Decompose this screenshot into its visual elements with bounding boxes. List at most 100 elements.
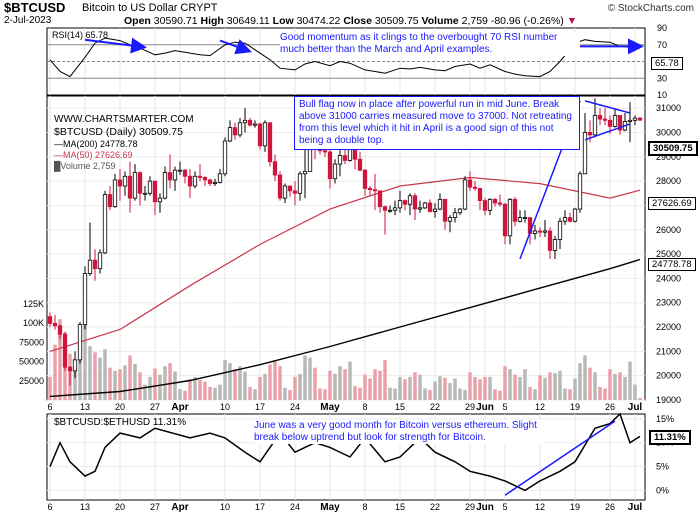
x-tick-label: 5	[502, 402, 507, 412]
candle-body	[607, 119, 613, 127]
price-tick-label: 22000	[656, 322, 681, 332]
price-tick-label: 21000	[656, 346, 681, 356]
volume-bar	[313, 367, 317, 400]
volume-bar	[368, 378, 372, 400]
x-tick-label: 6	[47, 502, 52, 512]
candle-body	[132, 172, 138, 199]
x-tick-label: 26	[605, 402, 615, 412]
candle-body	[582, 132, 588, 175]
candle-body	[542, 230, 548, 233]
ratio-legend: $BTCUSD:$ETHUSD 11.31%	[54, 417, 187, 428]
volume-bar	[173, 371, 177, 400]
candle-body	[492, 198, 498, 204]
volume-bar	[588, 367, 592, 400]
price-tick-label: 26000	[656, 225, 681, 235]
candle-body	[227, 127, 233, 142]
volume-bar	[153, 368, 157, 400]
candle-body	[217, 173, 223, 183]
volume-bar	[53, 344, 57, 400]
rsi-tick-label: 30	[657, 73, 667, 83]
candle-body	[162, 172, 168, 199]
price-legend-title: $BTCUSD (Daily) 30509.75	[54, 126, 183, 138]
volume-bar	[228, 363, 232, 400]
candle-body	[462, 179, 468, 210]
volume-bar	[208, 386, 212, 400]
volume-bar	[523, 369, 527, 400]
ratio-annotation: June was a very good month for Bitcoin v…	[254, 420, 544, 444]
price-tick-label: 25000	[656, 249, 681, 259]
volume-bar	[338, 366, 342, 400]
volume-bar	[253, 389, 257, 400]
candle-body	[147, 180, 153, 194]
volume-bar	[548, 372, 552, 400]
rsi-value-tag: 65.78	[651, 57, 683, 70]
volume-bar	[278, 366, 282, 400]
volume-bar	[303, 355, 307, 400]
volume-bar	[558, 370, 562, 400]
volume-bar	[133, 363, 137, 400]
x-tick-label: 12	[535, 502, 545, 512]
candle-body	[287, 185, 293, 192]
volume-bar	[328, 370, 332, 400]
volume-bar	[238, 366, 242, 400]
volume-bar	[473, 376, 477, 400]
price-tick-label: 24000	[656, 273, 681, 283]
volume-bar	[298, 373, 302, 400]
low-label: Low	[272, 15, 294, 27]
x-tick-label: 15	[395, 402, 405, 412]
candle-body	[627, 119, 633, 122]
volume-bar	[543, 377, 547, 400]
x-tick-label: 12	[535, 402, 545, 412]
volume-bar	[428, 390, 432, 400]
volume-bar	[413, 372, 417, 400]
ma50-legend: —MA(50) 27626.69	[54, 150, 133, 160]
close-value: 30509.75	[374, 15, 419, 27]
candle-body	[552, 239, 558, 251]
volume-bar	[203, 381, 207, 400]
candle-body	[257, 123, 263, 147]
candle-body	[447, 217, 453, 222]
candle-body	[107, 194, 113, 208]
open-label: Open	[124, 15, 151, 27]
candle-body	[322, 150, 328, 153]
candle-body	[82, 273, 88, 326]
volume-bar	[108, 367, 112, 400]
open-value: 30590.71	[153, 15, 198, 27]
volume-bar	[163, 366, 167, 400]
volume-bar	[638, 397, 642, 400]
rsi-tick-label: 70	[657, 40, 667, 50]
x-tick-label: 20	[115, 402, 125, 412]
candle-body	[327, 151, 333, 180]
candle-body	[142, 192, 148, 195]
candle-body	[397, 200, 403, 209]
candle-body	[177, 169, 183, 172]
candle-body	[197, 175, 203, 178]
x-tick-label: 19	[570, 502, 580, 512]
candle-body	[572, 208, 578, 222]
high-value: 30649.11	[226, 15, 270, 27]
volume-bar	[168, 363, 172, 400]
candle-body	[407, 195, 413, 205]
candle-body	[412, 195, 418, 210]
candle-body	[382, 206, 388, 211]
volume-bar	[398, 376, 402, 400]
volume-bar	[623, 376, 627, 400]
volume-bar	[393, 388, 397, 400]
volume-bar	[143, 384, 147, 400]
candle-body	[557, 220, 563, 240]
candle-body	[242, 119, 248, 124]
candle-body	[367, 188, 373, 191]
x-tick-label: 19	[570, 402, 580, 412]
candle-body	[377, 190, 383, 208]
rsi-tick-label: 90	[657, 23, 667, 33]
volume-bar	[358, 387, 362, 400]
volume-bar	[603, 388, 607, 400]
volume-bar	[478, 379, 482, 400]
x-tick-label: 20	[115, 502, 125, 512]
volume-bar	[78, 340, 82, 400]
candle-body	[587, 132, 593, 136]
x-tick-label: 27	[150, 502, 160, 512]
volume-bar	[103, 349, 107, 400]
x-tick-label: 13	[80, 402, 90, 412]
